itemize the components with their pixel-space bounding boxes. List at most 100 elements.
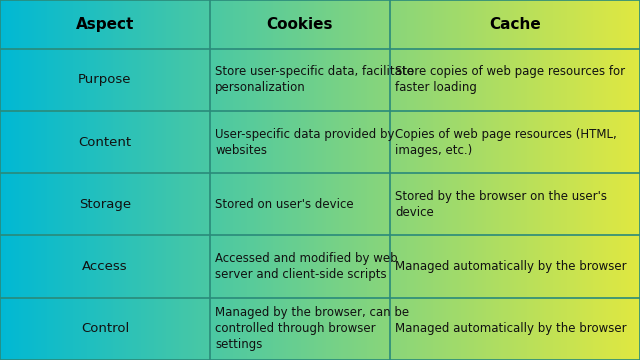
Bar bbox=[19, 111, 22, 173]
Bar bbox=[24, 298, 26, 360]
Bar bbox=[463, 235, 466, 298]
Bar bbox=[629, 111, 632, 173]
Bar bbox=[424, 0, 428, 49]
Bar bbox=[228, 298, 231, 360]
Bar bbox=[152, 0, 154, 49]
Bar bbox=[237, 298, 239, 360]
Bar bbox=[162, 298, 165, 360]
Bar bbox=[527, 111, 530, 173]
Bar bbox=[612, 49, 615, 111]
Bar bbox=[316, 0, 319, 49]
Bar bbox=[548, 111, 551, 173]
Bar bbox=[47, 173, 50, 235]
Bar bbox=[595, 298, 598, 360]
Bar bbox=[139, 0, 141, 49]
Bar bbox=[207, 235, 210, 298]
Bar bbox=[186, 173, 188, 235]
Bar bbox=[179, 0, 182, 49]
Bar bbox=[448, 49, 451, 111]
Bar bbox=[130, 235, 133, 298]
Bar bbox=[171, 49, 173, 111]
Bar bbox=[341, 235, 344, 298]
Bar bbox=[241, 0, 244, 49]
Bar bbox=[220, 49, 223, 111]
Bar bbox=[94, 49, 97, 111]
Bar bbox=[85, 235, 88, 298]
Bar bbox=[322, 0, 325, 49]
Bar bbox=[510, 173, 513, 235]
Bar bbox=[346, 111, 348, 173]
Bar bbox=[491, 235, 493, 298]
Bar bbox=[350, 49, 353, 111]
Bar bbox=[109, 235, 111, 298]
Bar bbox=[412, 111, 415, 173]
Bar bbox=[504, 111, 506, 173]
Bar bbox=[380, 0, 383, 49]
Bar bbox=[290, 173, 293, 235]
Bar bbox=[107, 49, 109, 111]
Bar bbox=[98, 111, 101, 173]
Bar bbox=[209, 173, 212, 235]
Bar bbox=[514, 111, 517, 173]
Bar bbox=[555, 49, 557, 111]
Bar bbox=[512, 235, 515, 298]
Bar bbox=[634, 49, 636, 111]
Bar bbox=[452, 111, 455, 173]
Bar bbox=[501, 235, 504, 298]
Bar bbox=[92, 111, 95, 173]
Bar bbox=[262, 0, 265, 49]
Bar bbox=[149, 0, 152, 49]
Bar bbox=[578, 0, 581, 49]
Bar bbox=[72, 298, 76, 360]
Bar bbox=[636, 111, 639, 173]
Bar bbox=[303, 49, 306, 111]
Bar bbox=[495, 235, 498, 298]
Bar bbox=[11, 173, 13, 235]
Bar bbox=[616, 111, 620, 173]
Bar bbox=[226, 235, 229, 298]
Bar bbox=[34, 235, 37, 298]
Bar bbox=[294, 173, 297, 235]
Bar bbox=[147, 0, 150, 49]
Bar bbox=[220, 173, 223, 235]
Bar bbox=[634, 298, 636, 360]
Bar bbox=[83, 49, 86, 111]
Bar bbox=[68, 49, 71, 111]
Bar bbox=[17, 0, 20, 49]
Bar bbox=[134, 49, 137, 111]
Bar bbox=[209, 49, 212, 111]
Bar bbox=[344, 0, 346, 49]
Bar bbox=[478, 173, 481, 235]
Bar bbox=[506, 298, 508, 360]
Bar bbox=[497, 111, 500, 173]
Bar bbox=[218, 235, 220, 298]
Bar bbox=[621, 111, 623, 173]
Bar bbox=[252, 0, 255, 49]
Bar bbox=[454, 298, 457, 360]
Bar bbox=[629, 173, 632, 235]
Bar bbox=[525, 49, 527, 111]
Bar bbox=[4, 235, 7, 298]
Bar bbox=[476, 173, 479, 235]
Bar bbox=[448, 298, 451, 360]
Bar bbox=[597, 235, 600, 298]
Bar bbox=[62, 235, 65, 298]
Bar bbox=[273, 111, 276, 173]
Bar bbox=[335, 298, 338, 360]
Bar bbox=[248, 111, 250, 173]
Bar bbox=[211, 111, 214, 173]
Bar bbox=[149, 49, 152, 111]
Bar bbox=[529, 49, 532, 111]
Bar bbox=[305, 235, 308, 298]
Bar bbox=[392, 298, 396, 360]
Bar bbox=[501, 111, 504, 173]
Bar bbox=[213, 235, 216, 298]
Bar bbox=[309, 111, 312, 173]
Bar bbox=[629, 235, 632, 298]
Bar bbox=[478, 49, 481, 111]
Bar bbox=[456, 235, 460, 298]
Bar bbox=[576, 235, 579, 298]
Bar bbox=[196, 298, 199, 360]
Bar bbox=[216, 235, 218, 298]
Bar bbox=[382, 49, 385, 111]
